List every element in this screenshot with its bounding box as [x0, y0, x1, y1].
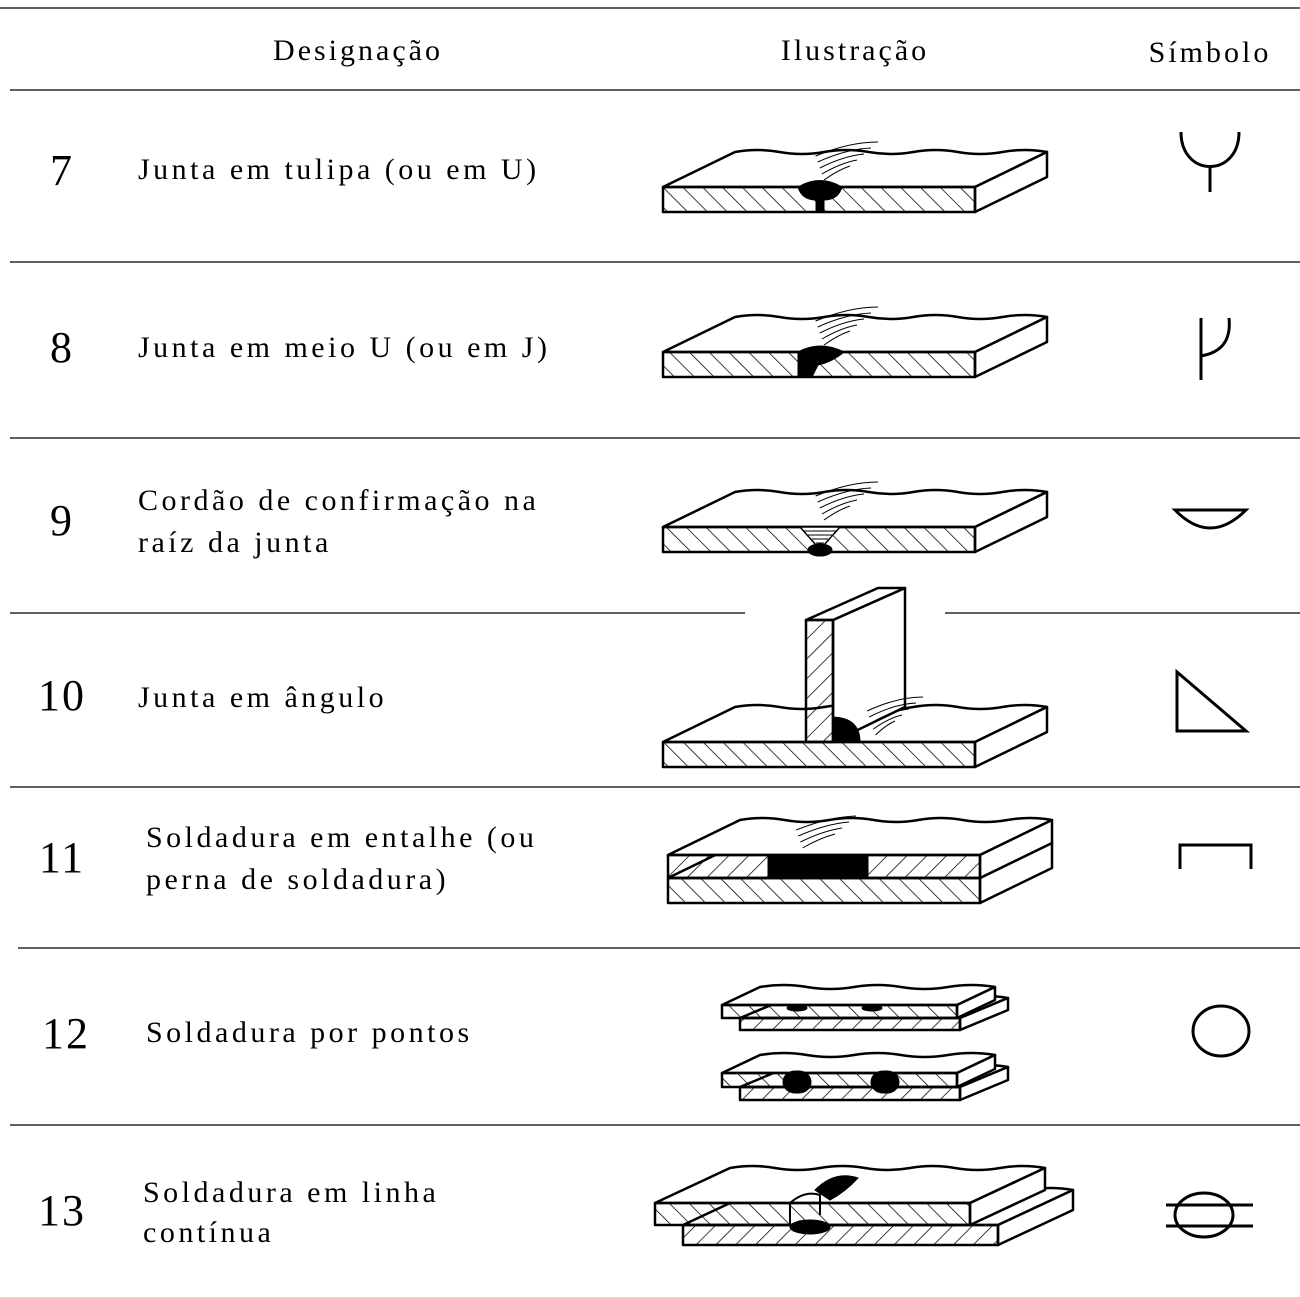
plate-top [720, 983, 997, 1007]
weld [782, 1070, 812, 1094]
ripple [823, 505, 851, 521]
designation: Soldadura por pontos [146, 1016, 473, 1049]
row-number: 8 [50, 323, 74, 372]
plate-front [720, 1071, 959, 1089]
designation: Soldadura em linha [143, 1176, 439, 1209]
ripple [873, 714, 903, 730]
weld [789, 1219, 831, 1235]
plate-top [661, 148, 1049, 189]
ripple [817, 487, 872, 503]
ripple [815, 306, 879, 322]
header: Ilustração [781, 34, 929, 67]
designation: raíz da junta [138, 526, 332, 559]
weld [797, 180, 843, 213]
symbol [1166, 1191, 1253, 1239]
illustration [661, 586, 1049, 769]
ripple [802, 833, 836, 849]
plate-front [681, 1223, 1000, 1247]
plate-front [661, 740, 977, 769]
weld [786, 1004, 808, 1012]
header: Designação [273, 34, 443, 67]
ripple [821, 324, 858, 340]
illustration [661, 481, 1049, 557]
illustration [661, 306, 1049, 379]
weld [807, 543, 833, 557]
weld [797, 345, 845, 378]
plate-front [666, 876, 982, 905]
ripple [819, 153, 865, 169]
ripple [868, 702, 917, 718]
row-number: 9 [50, 496, 74, 545]
illustration [661, 141, 1049, 214]
ripple [815, 141, 879, 157]
designation: Junta em tulipa (ou em U) [138, 153, 540, 186]
designation: contínua [143, 1216, 274, 1249]
weld [767, 854, 869, 879]
weld [832, 716, 861, 743]
designation: Junta em meio U (ou em J) [138, 331, 550, 364]
symbol [1178, 843, 1253, 869]
designation: Cordão de confirmação na [138, 484, 539, 517]
weld-groove [789, 1192, 821, 1225]
symbol [1191, 1004, 1251, 1058]
ripple [821, 499, 858, 515]
plate-top [666, 816, 1054, 857]
header: Símbolo [1149, 36, 1272, 69]
illustration [653, 1164, 1075, 1247]
symbol [1175, 668, 1251, 733]
ripple [821, 159, 858, 175]
illustration [720, 983, 1010, 1102]
ripple [866, 696, 924, 712]
symbol [1171, 508, 1250, 530]
plate-top [661, 313, 1049, 354]
ripple [800, 827, 843, 843]
plate-top [720, 1051, 997, 1075]
ripple [815, 481, 879, 497]
ripple [817, 312, 872, 328]
illustration [666, 815, 1054, 905]
ripple [823, 165, 851, 181]
plate-front [804, 618, 835, 744]
ripple [817, 147, 872, 163]
ripple [798, 821, 850, 837]
ripple [823, 330, 851, 346]
plate-front [738, 1085, 962, 1102]
row-number: 7 [50, 146, 74, 195]
plate-top [661, 488, 1049, 529]
ripple [819, 318, 865, 334]
ripple [796, 815, 857, 831]
weld [870, 1070, 900, 1094]
ripple [871, 708, 910, 724]
row-number: 12 [42, 1009, 90, 1058]
weld [861, 1004, 883, 1012]
symbol [1199, 317, 1231, 380]
designation: perna de soldadura) [146, 863, 449, 896]
plate-front [738, 1016, 962, 1032]
designation: Soldadura em entalhe (ou [146, 821, 537, 854]
row-number: 10 [38, 671, 86, 720]
plate-front [720, 1003, 959, 1020]
ripple [819, 493, 865, 509]
ripple [875, 720, 896, 736]
symbol [1179, 131, 1241, 192]
row-number: 13 [38, 1186, 86, 1235]
weld [814, 1175, 859, 1201]
designation: Junta em ângulo [138, 681, 387, 714]
row-number: 11 [39, 833, 85, 882]
